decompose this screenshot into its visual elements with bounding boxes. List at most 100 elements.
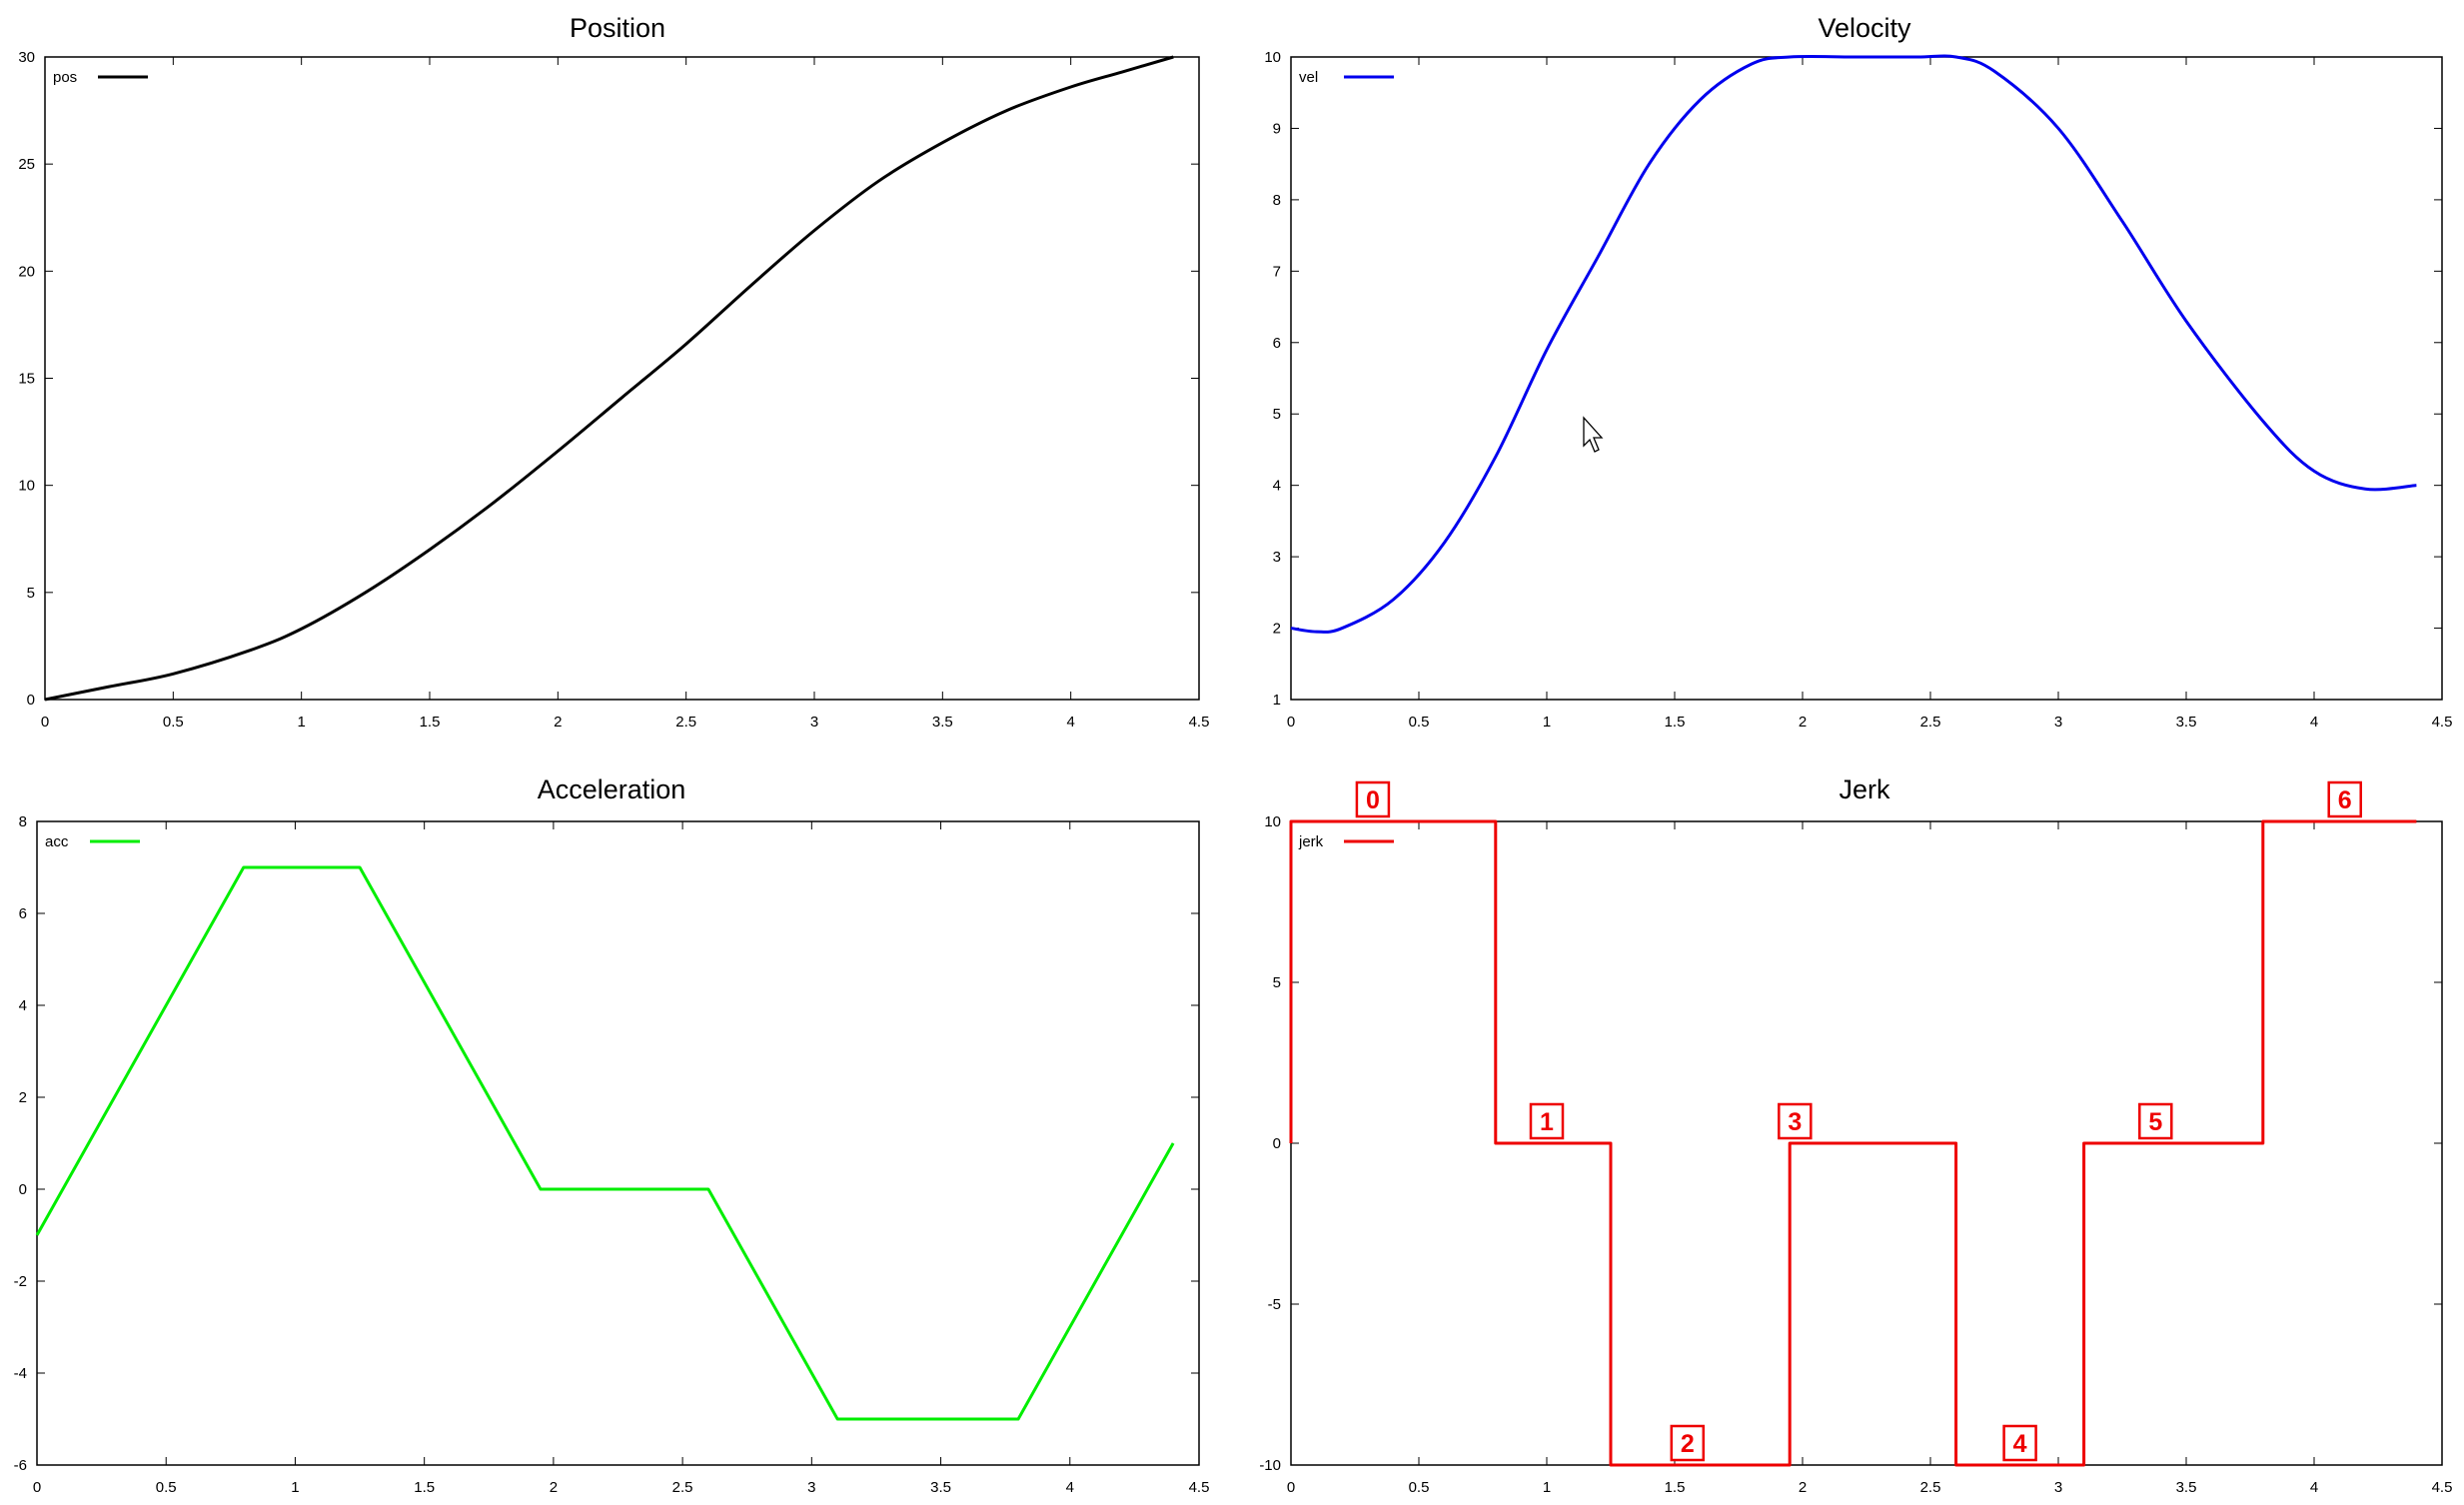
segment-label: 6	[2338, 786, 2352, 814]
series-line-acc	[35, 865, 1175, 1421]
y-tick-label: -2	[14, 1273, 27, 1290]
x-tick-label: 4	[2310, 1479, 2318, 1496]
y-tick-label: 0	[19, 1181, 27, 1198]
x-tick-label: 3	[2054, 714, 2062, 731]
chart-title: Jerk	[1839, 774, 1890, 804]
segment-box	[1778, 1102, 1813, 1140]
y-tick-label: 8	[19, 813, 27, 830]
segment-box	[2138, 1102, 2173, 1140]
segment-label: 2	[1681, 1430, 1695, 1458]
x-tick-label: 2.5	[672, 1479, 693, 1496]
y-tick-label: 15	[18, 371, 35, 388]
x-tick-label: 2	[554, 714, 562, 731]
x-tick-label: 2	[1799, 714, 1807, 731]
x-tick-label: 2.5	[675, 714, 696, 731]
series-line-pos	[44, 55, 1174, 702]
plot-frame	[1290, 56, 2443, 701]
x-tick-label: 1	[297, 714, 305, 731]
x-tick-label: 3	[2054, 1479, 2062, 1496]
x-tick-label: 4	[1066, 1479, 1074, 1496]
y-tick-label: -5	[1268, 1296, 1281, 1313]
segment-box	[2327, 780, 2362, 818]
x-tick-label: 4.5	[1189, 714, 1210, 731]
chart-jerk: Jerk 0 0.5 1 1.5 2 2.5 3 3.5 4 4.5 -10 -5 0 5 10 jerk 0 1 2…	[1259, 774, 2452, 1496]
x-tick-label: 1	[291, 1479, 299, 1496]
y-tick-label: 3	[1273, 549, 1281, 566]
chart-velocity: Velocity 0 0.5 1 1.5 2 2.5 3 3.5 4 4.5 1 2 3 4 5 6 7 8 9 10 v…	[1264, 13, 2452, 731]
x-tick-label: 2.5	[1920, 1479, 1941, 1496]
y-tick-label: 1	[1273, 692, 1281, 709]
series-line-jerk	[1289, 819, 2417, 1467]
y-tick-label: 10	[1264, 813, 1281, 830]
y-tick-label: 10	[18, 478, 35, 495]
x-tick-label: 4	[1066, 714, 1074, 731]
y-tick-label: 20	[18, 263, 35, 280]
segment-label: 0	[1366, 786, 1380, 814]
y-tick-label: 30	[18, 49, 35, 66]
x-tick-label: 1.5	[1665, 1479, 1686, 1496]
x-tick-label: 0	[33, 1479, 41, 1496]
segment-box	[1670, 1424, 1706, 1462]
y-tick-label: 7	[1273, 263, 1281, 280]
plot-frame	[36, 820, 1200, 1466]
x-tick-label: 2	[1799, 1479, 1807, 1496]
segment-label: 1	[1540, 1108, 1554, 1136]
y-tick-label: 0	[27, 692, 35, 709]
x-tick-label: 0.5	[1409, 714, 1430, 731]
segment-label: 5	[2148, 1108, 2162, 1136]
y-tick-label: 5	[27, 585, 35, 602]
segment-box	[1529, 1102, 1565, 1140]
y-tick-label: 6	[19, 905, 27, 922]
segment-box	[2002, 1424, 2037, 1462]
legend-label: vel	[1299, 69, 1318, 86]
chart-title: Position	[570, 13, 665, 43]
x-tick-label: 0.5	[163, 714, 184, 731]
x-tick-label: 0	[1287, 714, 1295, 731]
x-tick-label: 3.5	[2176, 1479, 2197, 1496]
x-tick-label: 2.5	[1920, 714, 1941, 731]
y-tick-label: 9	[1273, 120, 1281, 137]
y-tick-label: 10	[1264, 49, 1281, 66]
x-tick-label: 4.5	[2432, 714, 2453, 731]
x-tick-label: 4	[2310, 714, 2318, 731]
legend-label: acc	[45, 833, 69, 850]
chart-acceleration: Acceleration 0 0.5 1 1.5 2 2.5 3 3.5 4 4.5 -6 -4 -2 0 2…	[14, 774, 1210, 1496]
mouse-cursor-icon	[1583, 416, 1604, 453]
x-tick-label: 1	[1543, 1479, 1551, 1496]
y-tick-label: 25	[18, 156, 35, 173]
chart-title: Acceleration	[538, 774, 686, 804]
x-tick-label: 0	[1287, 1479, 1295, 1496]
y-tick-label: 4	[19, 997, 27, 1014]
y-tick-label: 4	[1273, 478, 1281, 495]
x-tick-label: 2	[550, 1479, 558, 1496]
y-tick-label: 0	[1273, 1135, 1281, 1152]
chart-title: Velocity	[1818, 13, 1911, 43]
y-tick-label: 2	[1273, 621, 1281, 638]
x-tick-label: 4.5	[1189, 1479, 1210, 1496]
segment-label: 3	[1788, 1108, 1802, 1136]
x-tick-label: 1.5	[414, 1479, 435, 1496]
chart-position: Position 0 0.5 1 1.5 2 2.5 3 3.5 4 4.5 0 5 10 15 20 25 30…	[18, 13, 1209, 731]
legend-label: pos	[53, 69, 77, 86]
y-tick-label: -4	[14, 1365, 27, 1382]
x-tick-label: 3	[810, 714, 818, 731]
x-tick-label: 3	[807, 1479, 815, 1496]
x-tick-label: 3.5	[930, 1479, 951, 1496]
y-tick-label: 6	[1273, 335, 1281, 352]
series-line-vel	[1290, 54, 2417, 634]
x-tick-label: 3.5	[932, 714, 953, 731]
segment-label: 4	[2013, 1430, 2027, 1458]
y-tick-label: -10	[1259, 1457, 1281, 1474]
y-tick-label: 5	[1273, 406, 1281, 423]
y-tick-label: 2	[19, 1089, 27, 1106]
y-tick-label: -6	[14, 1457, 27, 1474]
x-tick-label: 1	[1543, 714, 1551, 731]
plot-frame	[44, 56, 1200, 701]
y-tick-label: 5	[1273, 974, 1281, 991]
x-tick-label: 1.5	[1665, 714, 1686, 731]
legend-label: jerk	[1298, 833, 1324, 850]
x-tick-label: 0.5	[156, 1479, 177, 1496]
x-tick-label: 0	[41, 714, 49, 731]
x-tick-label: 0.5	[1409, 1479, 1430, 1496]
